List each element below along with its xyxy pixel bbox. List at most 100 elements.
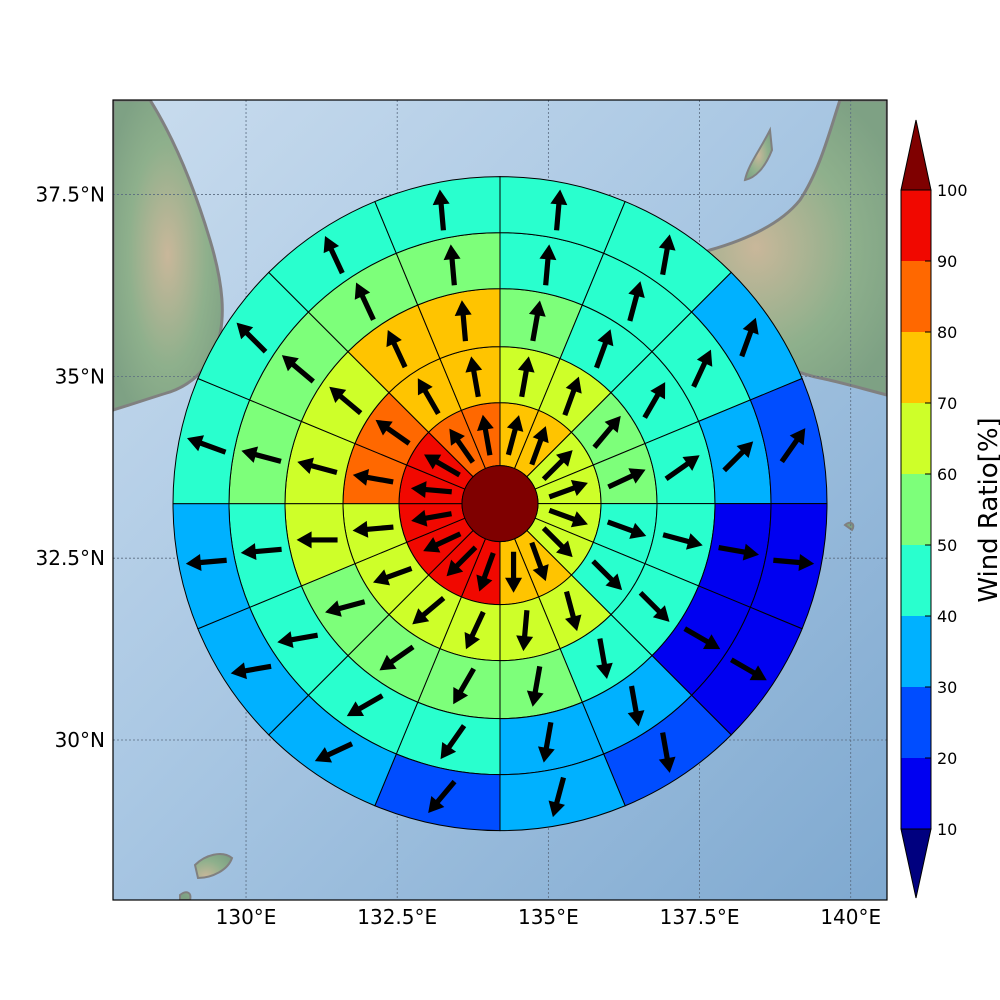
wind-arrow: [627, 685, 645, 727]
colorbar-tick-label: 10: [937, 820, 957, 839]
colorbar-tick-label: 90: [937, 252, 957, 271]
wind-arrow: [541, 450, 573, 482]
wind-arrow: [505, 551, 523, 593]
wind-arrow: [592, 415, 621, 449]
wind-arrow: [537, 721, 555, 763]
wind-arrow: [241, 446, 282, 464]
wind-arrow: [454, 300, 472, 342]
lat-tick-label: 32.5°N: [36, 546, 106, 570]
wind-arrow: [297, 457, 338, 476]
plot-frame: [112, 99, 888, 901]
lon-tick-label: 130°E: [216, 905, 277, 929]
wind-arrow: [446, 545, 478, 577]
wind-arrow: [739, 317, 759, 358]
wind-arrow: [354, 282, 376, 321]
wind-arrow: [323, 235, 345, 275]
wind-arrow: [440, 724, 467, 760]
colorbar-band: [901, 758, 931, 829]
wind-arrow: [352, 520, 394, 538]
landmass-noto: [743, 126, 774, 182]
colorbar-tick-label: 70: [937, 394, 957, 413]
wind-arrow: [443, 244, 461, 286]
wind-arrow: [428, 779, 457, 813]
wind-arrow: [627, 281, 645, 322]
sector-cell: [374, 176, 501, 254]
wind-arrow: [517, 356, 535, 398]
colorbar-band: [901, 261, 931, 332]
wind-arrow: [683, 626, 721, 650]
wind-arrow: [325, 599, 366, 617]
wind-arrow: [411, 509, 452, 527]
wind-arrow: [453, 667, 476, 705]
wind-arrow: [773, 554, 815, 571]
lon-tick-label: 132.5°E: [357, 905, 437, 929]
wind-arrow: [658, 732, 676, 773]
colorbar-tick-label: 50: [937, 536, 957, 555]
wind-arrow: [449, 428, 475, 464]
colorbar-label: Wind Ratio[%]: [974, 417, 1000, 602]
colorbar-top-extension: [900, 119, 932, 191]
colorbar-tick-label: 30: [937, 678, 957, 697]
colorbar-tick-label: 80: [937, 323, 957, 342]
wind-arrow: [529, 541, 549, 582]
wind-arrow: [277, 631, 319, 649]
colorbar: 10 20 30 40 50 60 70 80 90 100: [900, 119, 968, 899]
landmass-korea: [113, 100, 224, 412]
wind-arrow: [424, 454, 461, 478]
wind-arrow: [185, 554, 227, 571]
wind-arrow: [722, 441, 754, 473]
lon-tick-label: 135°E: [518, 905, 579, 929]
wind-arrow: [236, 322, 268, 354]
wind-arrow: [230, 662, 272, 680]
wind-arrow: [346, 693, 384, 717]
colorbar-band: [901, 190, 931, 261]
colorbar-band: [901, 687, 931, 758]
wind-arrow: [562, 376, 582, 417]
lat-tick-label: 37.5°N: [36, 183, 106, 207]
colorbar-tick-label: 20: [937, 749, 957, 768]
lat-tick-label: 30°N: [55, 728, 105, 752]
lon-tick-label: 137.5°E: [660, 905, 740, 929]
wind-arrow: [296, 531, 338, 549]
landmass-islands-south: [179, 853, 234, 900]
wind-arrow: [591, 559, 623, 591]
colorbar-band: [901, 332, 931, 403]
wind-arrow: [516, 610, 534, 652]
wind-arrow: [550, 189, 568, 231]
axis-ticks: 130°E 132.5°E 135°E 137.5°E 140°E 30°N 32.5°N 3…: [36, 183, 882, 929]
wind-arrow: [718, 543, 760, 561]
colorbar-bottom-extension: [900, 828, 932, 899]
wind-arrows: [185, 189, 815, 818]
wind-arrow: [596, 638, 613, 679]
wind-arrow: [476, 552, 496, 592]
colorbar-band: [901, 545, 931, 616]
wind-arrow: [375, 419, 411, 446]
wind-arrow: [329, 386, 363, 416]
wind-arrow: [281, 355, 315, 384]
wind-ratio-sectors: [172, 176, 828, 832]
wind-arrow: [417, 378, 441, 415]
wind-arrow: [423, 531, 462, 553]
wind-arrow: [541, 526, 573, 558]
wind-arrow: [505, 415, 524, 456]
wind-arrow: [529, 426, 549, 466]
wind-arrow: [729, 657, 767, 681]
colorbar-tick-label: 40: [937, 607, 957, 626]
wind-arrow: [563, 590, 582, 632]
wind-arrow: [607, 468, 646, 490]
wind-arrow: [386, 329, 408, 369]
wind-arrow: [528, 300, 546, 342]
wind-arrow: [662, 532, 703, 550]
wind-arrow: [187, 435, 227, 455]
wind-arrow: [412, 596, 446, 625]
wind-arrow: [642, 382, 666, 419]
wind-arrow: [314, 741, 354, 763]
wind-arrow: [464, 610, 486, 650]
wind-arrow: [526, 665, 544, 707]
colorbar-tick-label: 60: [937, 465, 957, 484]
wind-arrow: [779, 428, 806, 464]
wind-arrow: [548, 507, 588, 528]
wind-arrow: [240, 543, 282, 561]
wind-arrow: [664, 455, 700, 481]
